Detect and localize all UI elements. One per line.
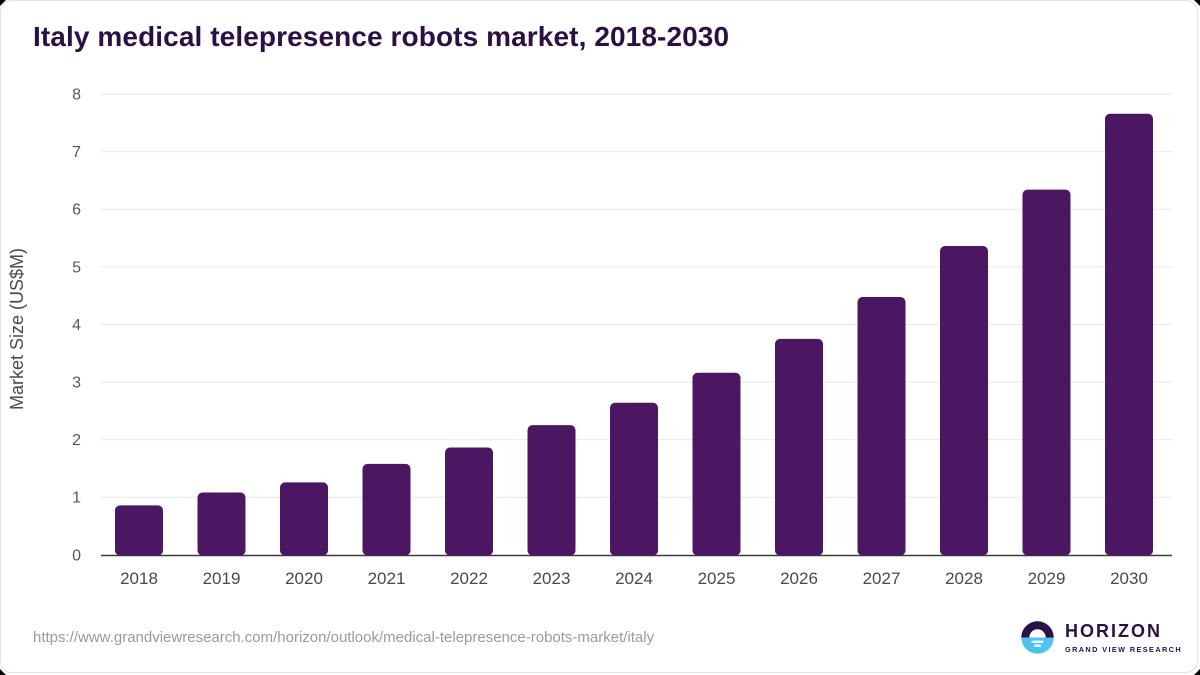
svg-text:2028: 2028	[945, 569, 983, 588]
svg-text:2027: 2027	[863, 569, 901, 588]
svg-text:2020: 2020	[285, 569, 323, 588]
svg-text:1: 1	[72, 490, 81, 507]
svg-text:Market Size (US$M): Market Size (US$M)	[7, 248, 27, 410]
svg-text:0: 0	[72, 547, 81, 564]
svg-text:2030: 2030	[1110, 569, 1148, 588]
svg-text:2022: 2022	[450, 569, 488, 588]
svg-text:3: 3	[72, 375, 81, 392]
svg-text:2025: 2025	[698, 569, 736, 588]
svg-text:7: 7	[72, 144, 81, 161]
svg-text:2019: 2019	[203, 569, 241, 588]
svg-text:2026: 2026	[780, 569, 818, 588]
svg-text:2024: 2024	[615, 569, 653, 588]
svg-text:5: 5	[72, 259, 81, 276]
svg-text:2023: 2023	[533, 569, 571, 588]
svg-text:2018: 2018	[120, 569, 158, 588]
svg-text:2: 2	[72, 432, 81, 449]
svg-text:6: 6	[72, 202, 81, 219]
svg-text:2029: 2029	[1028, 569, 1066, 588]
svg-text:2021: 2021	[368, 569, 406, 588]
svg-text:4: 4	[72, 317, 81, 334]
svg-text:8: 8	[72, 87, 81, 104]
